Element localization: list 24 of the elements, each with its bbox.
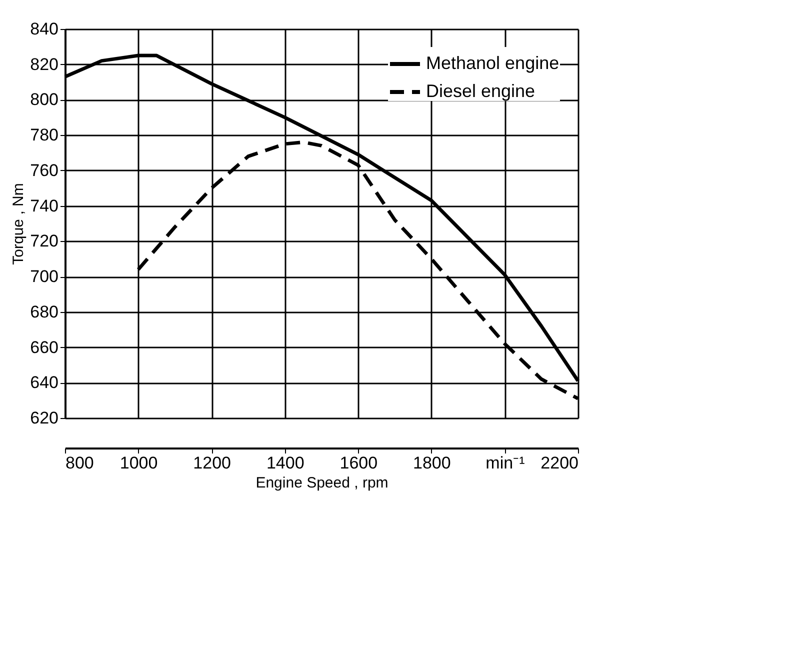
y-tick-label: 780 xyxy=(30,126,58,145)
y-tick-label: 640 xyxy=(30,373,58,392)
x-tick-label: 1400 xyxy=(266,454,304,472)
y-tick-label: 620 xyxy=(30,408,58,428)
x-tick-label: 1800 xyxy=(413,454,451,472)
y-tick-label: 660 xyxy=(30,338,58,357)
y-tick-label: 740 xyxy=(30,196,58,216)
y-tick-label: 720 xyxy=(30,232,58,251)
legend-label: Diesel engine xyxy=(426,81,536,101)
y-tick-label: 760 xyxy=(30,160,58,180)
y-tick-label: 700 xyxy=(30,267,58,286)
x-tick-label: 1000 xyxy=(120,454,158,472)
x-axis-title: Engine Speed , rpm xyxy=(256,474,388,492)
y-tick-label: 800 xyxy=(30,90,58,110)
y-tick-label: 680 xyxy=(30,302,58,322)
x-tick-label: 2200 xyxy=(540,454,578,472)
y-tick-label: 820 xyxy=(30,54,58,74)
x-tick-label: min⁻¹ xyxy=(486,454,526,472)
x-tick-label: 1200 xyxy=(193,454,231,472)
x-tick-label: 1600 xyxy=(340,454,378,472)
y-axis-title: Torque , Nm xyxy=(10,183,28,265)
x-tick-label: 800 xyxy=(66,454,94,472)
legend-label: Methanol engine xyxy=(426,53,560,73)
y-tick-label: 840 xyxy=(30,20,58,38)
